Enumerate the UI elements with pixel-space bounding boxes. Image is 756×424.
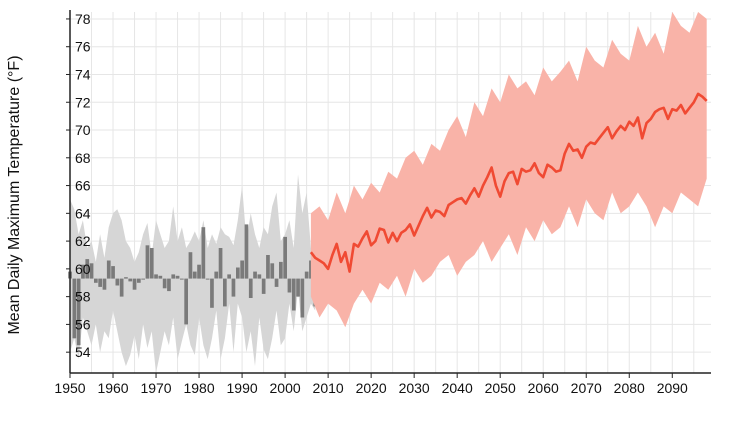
observed-bar xyxy=(184,278,188,325)
y-axis-label: Mean Daily Maximum Temperature (°F) xyxy=(6,55,23,334)
observed-bar xyxy=(124,277,128,279)
observed-range xyxy=(70,174,316,373)
observed-bar xyxy=(115,278,120,286)
observed-bar xyxy=(171,274,176,279)
observed-bar xyxy=(201,227,206,279)
observed-bar xyxy=(154,274,158,279)
observed-range-band xyxy=(70,174,316,373)
observed-bar xyxy=(158,275,163,279)
observed-bar xyxy=(175,275,180,279)
y-tick-label: 70 xyxy=(75,122,91,138)
x-tick-label: 2090 xyxy=(657,380,688,396)
y-tick-label: 78 xyxy=(75,11,91,27)
observed-bar xyxy=(279,261,283,279)
x-tick-label: 2020 xyxy=(356,380,387,396)
observed-bar xyxy=(236,267,240,279)
observed-bar xyxy=(72,278,77,339)
observed-bar xyxy=(214,271,219,279)
x-tick-label: 2000 xyxy=(270,380,301,396)
y-tick-label: 76 xyxy=(75,39,91,55)
y-tick-label: 64 xyxy=(75,205,91,221)
observed-bar xyxy=(94,278,98,283)
observed-bar xyxy=(218,248,223,279)
projected-mean-line xyxy=(309,92,708,273)
observed-bar xyxy=(210,278,214,308)
observed-bar xyxy=(85,259,90,279)
observed-bar xyxy=(192,271,197,279)
observed-bar xyxy=(106,260,111,279)
observed-bar xyxy=(287,278,292,293)
x-axis-ticks: 1950 1960 1970 1980 1990 2000 2010 2020 2030 2040… xyxy=(54,373,688,396)
observed-bar xyxy=(81,264,85,279)
x-tick-label: 1990 xyxy=(227,380,258,396)
y-axis-ticks: 54 56 58 60 62 64 66 68 70 72 74 76 78 xyxy=(66,11,91,360)
y-tick-label: 56 xyxy=(75,316,91,332)
observed-bars xyxy=(68,224,318,346)
observed-bar xyxy=(300,278,305,318)
x-tick-label: 1980 xyxy=(183,380,214,396)
axes xyxy=(69,10,711,374)
observed-bar xyxy=(205,278,210,280)
observed-bar xyxy=(98,278,102,287)
observed-bar xyxy=(102,278,107,290)
observed-bar xyxy=(145,245,150,279)
observed-bar xyxy=(261,278,266,294)
observed-bar xyxy=(119,278,124,297)
projected-range xyxy=(310,12,707,328)
observed-bar xyxy=(253,271,257,279)
observed-bar xyxy=(137,278,141,283)
observed-bar xyxy=(231,278,236,297)
observed-bar xyxy=(296,278,300,297)
x-tick-label: 2040 xyxy=(442,380,473,396)
y-tick-label: 60 xyxy=(75,261,91,277)
observed-bar xyxy=(167,278,171,292)
observed-bar xyxy=(304,271,309,279)
observed-bar xyxy=(283,236,287,279)
projected-mean xyxy=(309,92,708,273)
observed-bar xyxy=(248,278,253,298)
y-tick-label: 62 xyxy=(75,233,91,249)
observed-bar xyxy=(180,278,184,280)
x-tick-label: 2060 xyxy=(528,380,559,396)
observed-bar xyxy=(89,263,94,279)
x-tick-label: 2030 xyxy=(399,380,430,396)
x-tick-label: 1960 xyxy=(97,380,128,396)
x-tick-label: 1970 xyxy=(140,380,171,396)
y-tick-label: 74 xyxy=(75,66,91,82)
observed-bar xyxy=(188,252,193,279)
x-tick-label: 1950 xyxy=(54,380,85,396)
x-tick-label: 2070 xyxy=(571,380,602,396)
observed-bar xyxy=(162,278,167,289)
x-tick-label: 2080 xyxy=(614,380,645,396)
observed-bar xyxy=(240,260,244,279)
observed-bar xyxy=(257,274,262,279)
y-tick-label: 66 xyxy=(75,178,91,194)
observed-bar xyxy=(128,278,133,282)
observed-bar xyxy=(244,224,249,279)
observed-bar xyxy=(223,278,227,307)
y-tick-label: 58 xyxy=(75,289,91,305)
observed-bar xyxy=(197,264,201,279)
observed-bar xyxy=(111,266,115,279)
observed-bar xyxy=(270,263,275,279)
y-tick-label: 72 xyxy=(75,94,91,110)
observed-bar xyxy=(76,278,81,346)
observed-bar xyxy=(141,278,145,280)
observed-bar xyxy=(227,274,231,279)
observed-bar xyxy=(274,278,279,287)
x-tick-label: 2010 xyxy=(313,380,344,396)
observed-bar xyxy=(291,278,296,311)
observed-bar xyxy=(266,255,270,279)
observed-bar xyxy=(149,248,154,279)
y-tick-label: 54 xyxy=(75,344,91,360)
y-tick-label: 68 xyxy=(75,150,91,166)
x-tick-label: 2050 xyxy=(485,380,516,396)
observed-bar xyxy=(132,278,137,290)
projected-range-band xyxy=(310,12,707,328)
